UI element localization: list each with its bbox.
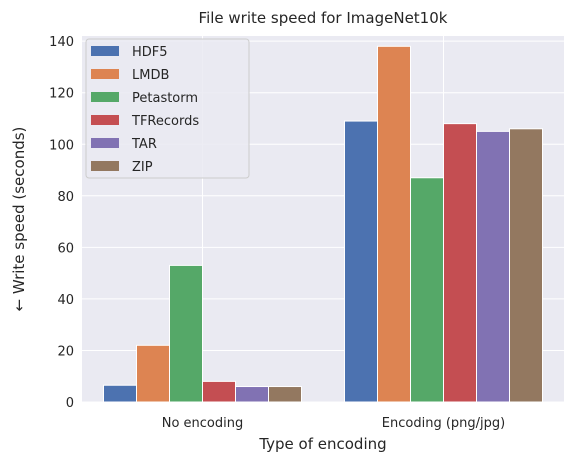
legend-swatch-lmdb — [91, 69, 119, 79]
y-axis-ticks: 0 20 40 60 80 100 120 140 — [49, 35, 74, 411]
legend-swatch-zip — [91, 161, 119, 171]
legend-label-zip: ZIP — [132, 160, 153, 175]
y-tick-label-4: 80 — [57, 190, 74, 205]
legend-label-tar: TAR — [131, 137, 157, 152]
y-axis-label: ← Write speed (seconds) — [10, 127, 28, 312]
bar-lmdb-1 — [377, 45, 411, 403]
legend-frame — [85, 38, 250, 179]
y-tick-label-0: 0 — [66, 396, 74, 411]
y-tick-label-6: 120 — [49, 87, 74, 102]
bar-tar-0 — [235, 386, 269, 403]
bar-hdf5-1 — [344, 120, 378, 403]
legend-label-tfrecords: TFRecords — [131, 114, 199, 129]
y-tick-label-5: 100 — [49, 138, 74, 153]
legend-swatch-hdf5 — [91, 46, 119, 56]
chart-title: File write speed for ImageNet10k — [199, 9, 448, 27]
legend-label-lmdb: LMDB — [132, 68, 169, 83]
bar-tfrecords-1 — [443, 123, 477, 403]
bar-tar-1 — [476, 130, 510, 403]
y-tick-label-1: 20 — [57, 344, 74, 359]
legend-label-petastorm: Petastorm — [132, 91, 198, 106]
legend: HDF5 LMDB Petastorm TFRecords TAR ZIP — [85, 38, 250, 179]
bar-petastorm-1 — [410, 177, 444, 403]
legend-label-hdf5: HDF5 — [132, 45, 168, 60]
legend-swatch-petastorm — [91, 92, 119, 102]
bars — [103, 45, 543, 403]
x-axis-ticks: No encoding Encoding (png/jpg) — [162, 416, 505, 431]
x-tick-label-0: No encoding — [162, 416, 244, 431]
legend-items: HDF5 LMDB Petastorm TFRecords TAR ZIP — [91, 45, 199, 175]
bar-tfrecords-0 — [202, 380, 236, 403]
y-tick-label-3: 60 — [57, 241, 74, 256]
x-axis-label: Type of encoding — [258, 435, 386, 453]
y-tick-label-2: 40 — [57, 293, 74, 308]
legend-swatch-tar — [91, 138, 119, 148]
legend-swatch-tfrecords — [91, 115, 119, 125]
bar-lmdb-0 — [136, 344, 170, 403]
y-tick-label-7: 140 — [49, 35, 74, 50]
bar-hdf5-0 — [103, 384, 137, 403]
x-tick-label-1: Encoding (png/jpg) — [382, 416, 505, 431]
bar-zip-1 — [509, 128, 543, 403]
bar-zip-0 — [268, 386, 302, 403]
bar-petastorm-0 — [169, 264, 203, 403]
